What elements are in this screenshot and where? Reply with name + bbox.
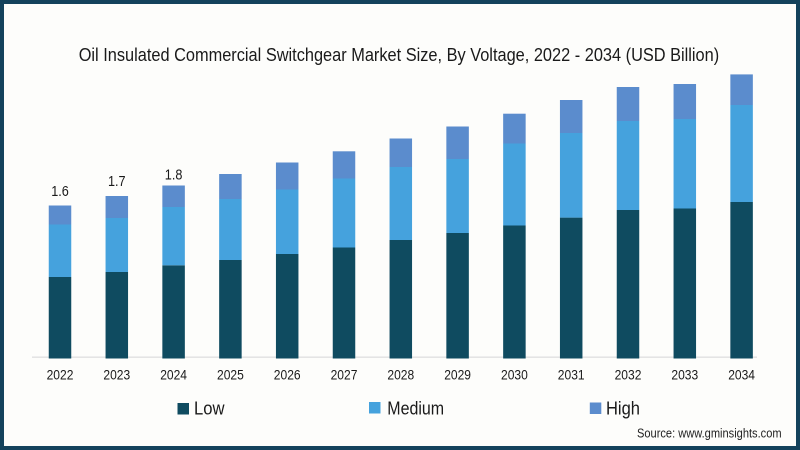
svg-text:2034: 2034 [728,368,755,383]
svg-text:Low: Low [194,397,225,418]
svg-text:2028: 2028 [387,368,414,383]
svg-text:2030: 2030 [501,368,528,383]
svg-text:1.6: 1.6 [51,184,69,200]
svg-text:2025: 2025 [217,368,244,383]
svg-text:Oil Insulated Commercial Switc: Oil Insulated Commercial Switchgear Mark… [79,44,720,65]
svg-text:2027: 2027 [331,368,358,383]
svg-text:High: High [606,397,640,418]
svg-text:1.7: 1.7 [108,174,126,190]
svg-text:2022: 2022 [47,368,74,383]
svg-text:2031: 2031 [558,368,585,383]
svg-text:2024: 2024 [160,368,187,383]
svg-text:2033: 2033 [671,368,698,383]
svg-text:Source: www.gminsights.com: Source: www.gminsights.com [637,426,782,440]
svg-text:2026: 2026 [274,368,301,383]
svg-text:2032: 2032 [615,368,642,383]
svg-text:1.8: 1.8 [165,168,183,184]
svg-text:2029: 2029 [444,368,471,383]
svg-text:2023: 2023 [103,368,130,383]
svg-text:Medium: Medium [387,397,444,418]
